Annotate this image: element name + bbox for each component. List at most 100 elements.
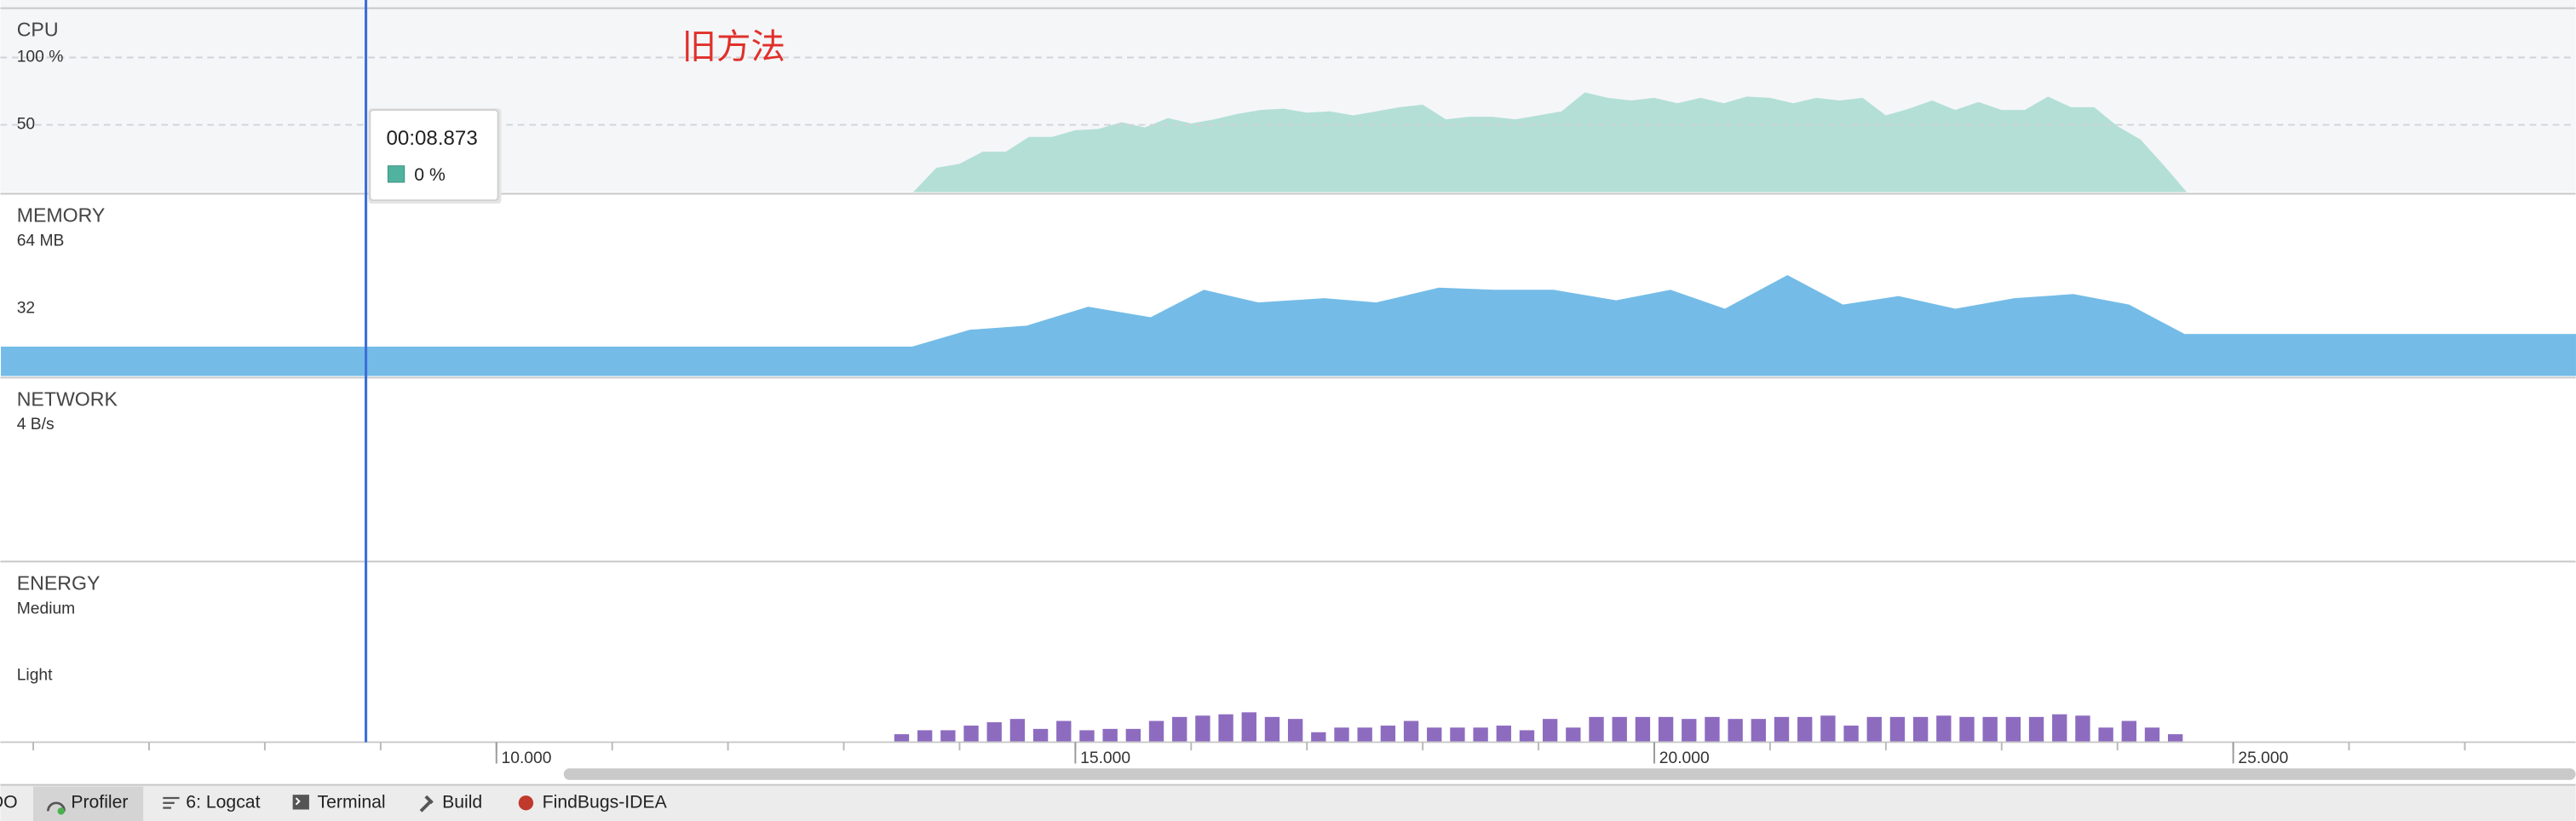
lane-bg (0, 377, 2576, 560)
bar (1705, 716, 1720, 743)
bar (1056, 721, 1072, 743)
bar (2075, 715, 2090, 743)
toolbar-button[interactable]: 6: Logcat (186, 792, 260, 812)
bar (2098, 727, 2113, 743)
bar (1218, 714, 1233, 743)
bar (2005, 716, 2021, 743)
tooltip-value: 0 % (414, 165, 446, 185)
area (1, 274, 2576, 376)
profiler-icon-dot (57, 807, 66, 815)
bar (1612, 716, 1627, 743)
top-strip (0, 0, 2576, 9)
y-tick-label: Light (17, 667, 53, 685)
toolbar-button[interactable]: DO (0, 792, 18, 812)
y-tick-label: 4 B/s (17, 416, 55, 433)
bar (2052, 714, 2067, 743)
bar (1009, 719, 1026, 743)
bar (1125, 728, 1141, 743)
build-icon (419, 795, 434, 812)
x-tick-label: 15.000 (1080, 749, 1130, 767)
lane-bg (0, 561, 2576, 743)
bar (1982, 716, 1998, 743)
bar (1566, 727, 1581, 743)
tooltip-swatch (387, 165, 405, 183)
bar (2028, 716, 2044, 743)
bar (1287, 719, 1303, 743)
annotation: 旧方法 (682, 27, 785, 66)
toolbar-button[interactable]: Terminal (318, 792, 386, 812)
logcat-icon (163, 796, 180, 809)
lane[interactable]: 64 MB 32 MEMORY (0, 192, 2576, 376)
terminal-icon (292, 795, 309, 810)
bar (1635, 716, 1651, 743)
bar (1311, 732, 1326, 743)
bar (1148, 721, 1164, 743)
bar (1264, 716, 1280, 743)
bar (940, 730, 956, 743)
area (913, 92, 2188, 192)
bar (2144, 727, 2160, 743)
bar (2167, 734, 2183, 743)
lane[interactable]: Medium Light ENERGY (0, 560, 2576, 743)
bar (1658, 716, 1674, 743)
bar (1450, 727, 1465, 743)
bar (1728, 719, 1743, 743)
y-tick-label: 100 % (17, 49, 64, 66)
bar (1589, 716, 1604, 743)
bar (1843, 725, 1859, 743)
bar (1496, 725, 1511, 743)
toolbar-button[interactable]: FindBugs-IDEA (543, 792, 668, 812)
bar (1751, 719, 1767, 743)
bar (1912, 716, 1929, 743)
bar (1797, 716, 1813, 743)
scrollbar[interactable] (563, 768, 2576, 780)
bar (1380, 725, 1396, 743)
bar (1403, 721, 1419, 743)
bar (1889, 716, 1906, 743)
bar (1682, 719, 1697, 743)
x-tick-label: 20.000 (1659, 749, 1710, 767)
bar (1519, 730, 1535, 743)
overlay: 10.000 15.000 20.000 25.000 00:08.873 0 % (32, 0, 2466, 767)
bar (1102, 728, 1118, 743)
x-tick-label: 10.000 (502, 749, 552, 767)
toolbar-button[interactable]: Build (442, 792, 482, 812)
bar (1820, 715, 1836, 743)
bar (2121, 721, 2136, 743)
lane-title: MEMORY (17, 204, 106, 227)
tooltip-time: 00:08.873 (387, 127, 478, 150)
bar (1032, 728, 1049, 743)
y-tick-label: 50 (17, 116, 35, 134)
bar (1473, 727, 1488, 743)
bar (1959, 716, 1975, 743)
toolbar-items: DO Profiler 6: Logcat Terminal Build FindBugs… (0, 792, 668, 812)
x-tick-label: 25.000 (2238, 749, 2288, 767)
bar (1774, 716, 1790, 743)
lane-title: NETWORK (17, 388, 118, 410)
bar (963, 725, 979, 743)
findbugs-icon (518, 795, 534, 811)
toolbar-button[interactable]: Profiler (71, 792, 128, 812)
y-tick-label: 32 (17, 300, 35, 318)
bar (986, 722, 1002, 743)
profiler-icon (47, 801, 66, 812)
tooltip-box (369, 109, 499, 202)
bar (1079, 730, 1095, 743)
bar (894, 734, 910, 743)
lane[interactable]: 4 B/s NETWORK (0, 376, 2576, 560)
tooltip: 00:08.873 0 % (368, 108, 502, 204)
lane-title: CPU (17, 19, 59, 41)
y-tick-label: 64 MB (17, 233, 65, 250)
lanes: 100 % 50 CPU 64 MB 32 MEMORY 4 B/s NETWORK Mediu… (0, 0, 2576, 743)
bar (1195, 715, 1210, 743)
y-tick-label: Medium (17, 600, 76, 618)
bar (1172, 716, 1187, 743)
bar (1357, 727, 1372, 743)
bar (917, 730, 933, 743)
bar (1866, 716, 1882, 743)
bar (1241, 712, 1256, 743)
toolbar (0, 784, 2576, 821)
bar (1427, 727, 1442, 743)
